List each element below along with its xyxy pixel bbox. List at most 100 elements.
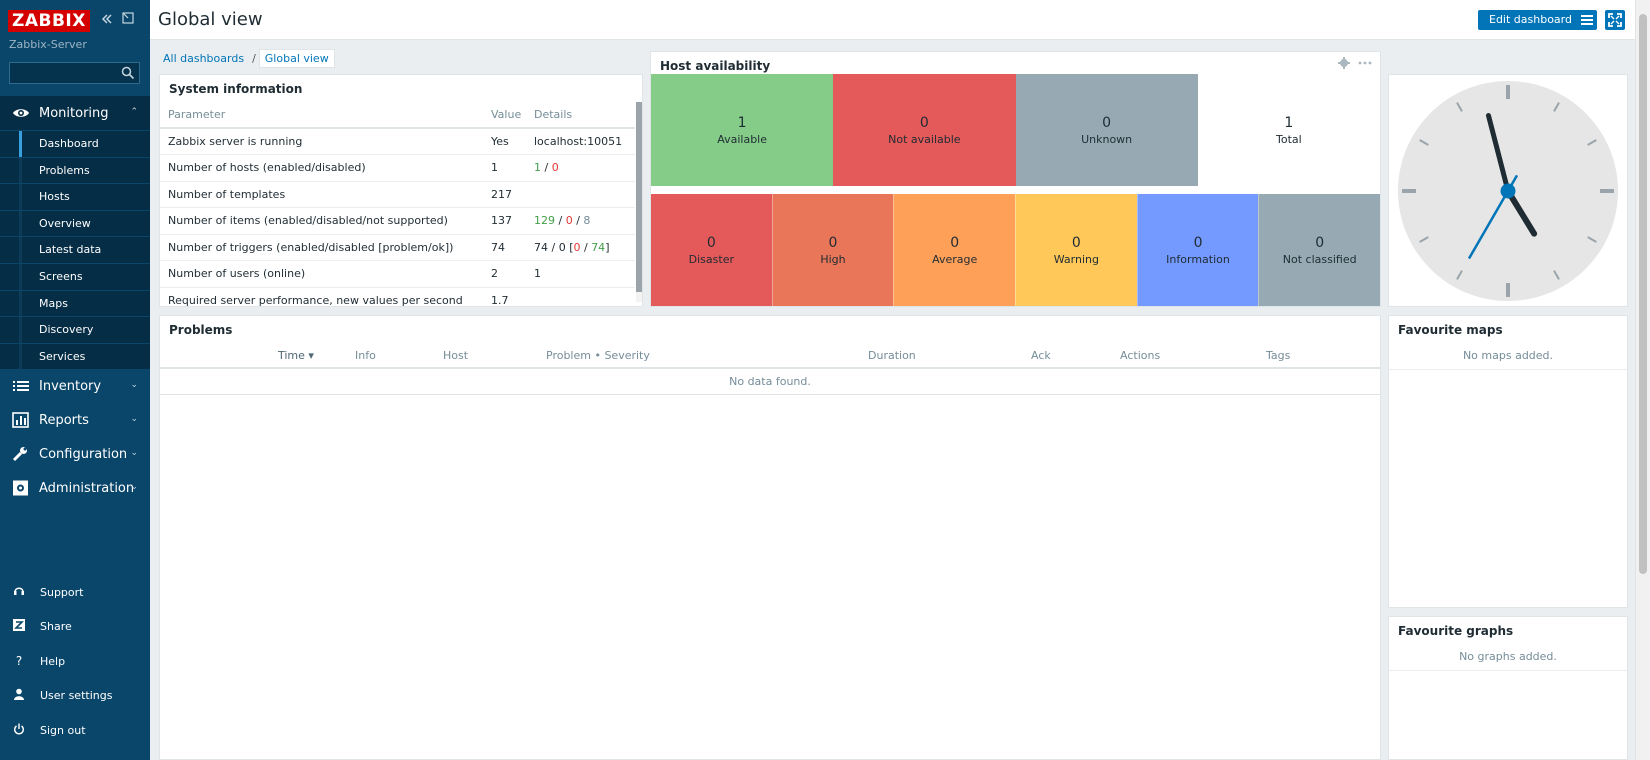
collapse-sidebar-icon[interactable] [100,12,114,30]
availability-cell-unknown[interactable]: 0 Unknown [1015,74,1198,186]
menu-reports[interactable]: Reports ⌄ [0,403,150,437]
kiosk-mode-button[interactable] [1605,10,1625,30]
sidebar-search-input[interactable] [9,62,140,84]
menu-user-settings[interactable]: User settings [0,679,150,714]
dashboard-actions-button[interactable] [1577,10,1597,30]
submenu-discovery[interactable]: Discovery [0,316,150,343]
availability-cell-available[interactable]: 1 Available [651,74,834,186]
menu-monitoring-label: Monitoring [39,105,109,121]
severity-label: Disaster [688,252,734,266]
severity-cell-average[interactable]: 0 Average [893,194,1016,306]
widget-title: System information [169,82,303,96]
availability-cell-not-available[interactable]: 0 Not available [833,74,1016,186]
value-cell: 74 [483,234,526,261]
availability-cell-total[interactable]: 1 Total [1197,74,1380,186]
availability-count: 0 [1102,114,1112,131]
menu-support[interactable]: Support [0,575,150,610]
separator: / [572,214,584,228]
submenu-screens[interactable]: Screens [0,262,150,290]
column-host: Host [443,349,469,362]
details-cell: 1 [526,260,635,288]
value-cell: 137 [483,207,526,235]
bottom-menu: Support Share ? Help User settings Sign … [0,575,150,748]
clock-ticks [1402,85,1614,297]
availability-label: Not available [888,132,961,146]
chevron-up-icon: ⌃ [130,107,138,117]
triggers-suffix: ] [605,240,610,254]
availability-label: Available [717,132,768,146]
scrollbar-thumb[interactable] [1639,14,1647,574]
sidebar-tools [100,12,134,30]
column-time[interactable]: Time ▾ [278,349,314,362]
breadcrumb-current[interactable]: Global view [258,48,335,68]
submenu-latest-data[interactable]: Latest data [0,236,150,263]
menu-inventory[interactable]: Inventory ⌄ [0,369,150,403]
table-row: Number of templates 217 [160,181,635,208]
power-icon [12,723,26,738]
zabbix-logo[interactable]: ZABBIX [8,10,90,32]
table-row: Number of hosts (enabled/disabled) 1 1 /… [160,154,635,182]
column-ack: Ack [1031,349,1051,362]
severity-cell-warning[interactable]: 0 Warning [1015,194,1137,306]
value-cell: 1.7 [483,287,526,306]
severity-cell-high[interactable]: 0 High [771,194,894,306]
favourite-maps-widget: Favourite maps No maps added. [1388,315,1628,608]
clock-tick [1456,102,1463,112]
minimize-sidebar-icon[interactable] [122,12,134,30]
widget-title: Host availability [660,59,771,73]
clock-widget [1388,74,1628,307]
menu-configuration[interactable]: Configuration ⌄ [0,437,150,471]
separator: / [555,214,566,228]
page-title: Global view [158,9,263,30]
value-cell: 2 [483,260,526,288]
severity-label: High [820,252,846,266]
column-header: Value [483,102,526,129]
severity-cell-not-classified[interactable]: 0 Not classified [1258,194,1381,306]
breadcrumb-all-dashboards[interactable]: All dashboards [163,51,245,65]
edit-dashboard-button[interactable]: Edit dashboard [1478,10,1583,30]
favourite-graphs-widget: Favourite graphs No graphs added. [1388,616,1628,760]
clock-tick [1553,270,1560,280]
menu-reports-label: Reports [39,412,89,428]
widget-scrollbar[interactable] [636,102,642,302]
clock-tick [1419,139,1429,146]
chevron-down-icon: ⌄ [130,380,138,391]
submenu-dashboard[interactable]: Dashboard [0,130,150,157]
eye-icon [13,109,29,117]
list-icon [13,381,29,392]
severity-cell-information[interactable]: 0 Information [1136,194,1259,306]
availability-label: Total [1276,132,1302,146]
menu-configuration-label: Configuration [39,446,128,462]
system-information-widget: System information Parameter Value Detai… [159,74,643,307]
menu-help[interactable]: ? Help [0,644,150,679]
empty-message: No maps added. [1462,349,1554,362]
submenu-maps[interactable]: Maps [0,289,150,317]
menu-monitoring[interactable]: Monitoring ⌃ [0,96,150,130]
page-scrollbar[interactable] [1635,0,1650,760]
menu-share[interactable]: Share [0,610,150,645]
table-row: Required server performance, new values … [160,287,635,306]
menu-administration[interactable]: Administration ⌄ [0,471,150,505]
widget-title: Favourite maps [1398,323,1503,337]
separator: / [580,240,592,254]
column-header: Details [526,102,635,129]
main-menu: Monitoring ⌃ Dashboard Problems Hosts Ov… [0,96,150,505]
submenu-overview[interactable]: Overview [0,209,150,237]
availability-label: Unknown [1081,132,1133,146]
submenu-services[interactable]: Services [0,342,150,370]
more-options-icon[interactable] [1358,57,1372,72]
table-row: Number of triggers (enabled/disabled [pr… [160,234,635,261]
search-icon[interactable] [121,66,135,80]
severity-count: 0 [706,234,716,251]
scrollbar-thumb[interactable] [636,102,642,292]
submenu-problems[interactable]: Problems [0,156,150,184]
gear-icon[interactable] [1338,57,1350,72]
severity-cell-disaster[interactable]: 0 Disaster [651,194,772,306]
divider [1389,670,1627,671]
enabled-count: 129 [534,214,555,228]
menu-sign-out[interactable]: Sign out [0,713,150,748]
column-info: Info [355,349,376,362]
clock-tick [1553,102,1560,112]
submenu-hosts[interactable]: Hosts [0,183,150,210]
triggers-prefix: 74 / 0 [ [534,240,574,254]
